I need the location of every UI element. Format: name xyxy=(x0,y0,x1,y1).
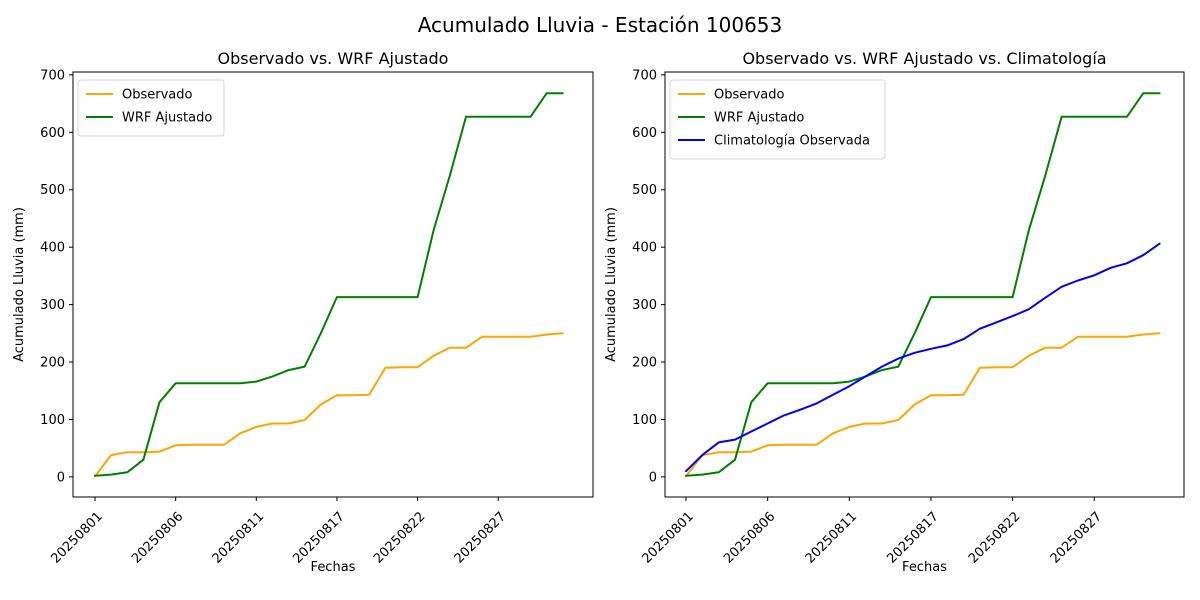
y-axis-tick-label: 400 xyxy=(40,241,65,256)
legend-label: Observado xyxy=(122,88,193,103)
legend-label: Observado xyxy=(714,88,785,103)
y-axis-tick-label: 200 xyxy=(40,356,65,371)
x-axis-label: Fechas xyxy=(902,560,947,575)
x-axis-tick-label: 20250801 xyxy=(48,509,105,566)
y-axis-tick-label: 600 xyxy=(40,126,65,141)
subplot-title: Observado vs. WRF Ajustado vs. Climatolo… xyxy=(742,49,1106,68)
series-line-climatolog-a-observada xyxy=(685,242,1161,473)
x-axis-tick-label: 20250817 xyxy=(884,509,941,566)
y-axis-tick-label: 500 xyxy=(40,183,65,198)
y-axis-label: Acumulado Lluvia (mm) xyxy=(604,207,619,362)
y-axis-tick-label: 700 xyxy=(40,68,65,83)
plot-frame xyxy=(72,71,594,498)
x-axis-tick-label: 20250827 xyxy=(1048,509,1105,566)
y-axis-tick-label: 100 xyxy=(40,413,65,428)
legend-label: WRF Ajustado xyxy=(122,111,212,126)
y-axis-tick-label: 300 xyxy=(632,298,657,313)
x-axis-tick-label: 20250806 xyxy=(129,509,186,566)
y-axis-tick-label: 600 xyxy=(632,126,657,141)
y-axis-tick-label: 200 xyxy=(632,356,657,371)
y-axis-tick-label: 700 xyxy=(632,68,657,83)
figure-title: Acumulado Lluvia - Estación 100653 xyxy=(418,13,783,37)
legend: Observado WRF Ajustado xyxy=(77,79,225,137)
x-axis-tick-label: 20250827 xyxy=(452,509,509,566)
x-axis-tick-label: 20250817 xyxy=(290,509,347,566)
y-axis-tick-label: 0 xyxy=(57,470,65,485)
legend-label: Climatología Observada xyxy=(714,134,870,149)
y-axis-tick-label: 500 xyxy=(632,183,657,198)
legend-label: WRF Ajustado xyxy=(714,111,804,126)
x-axis-tick-label: 20250811 xyxy=(803,509,860,566)
x-axis-tick-label: 20250822 xyxy=(966,509,1023,566)
series-line-observado xyxy=(94,332,564,478)
y-axis-tick-label: 0 xyxy=(649,470,657,485)
y-axis-label: Acumulado Lluvia (mm) xyxy=(12,207,27,362)
legend: Observado WRF Ajustado Climatología Observ… xyxy=(669,79,886,160)
subplot-observado-vs-wrf-vs-climatologia: 0 100 200 300 400 500 600 700 20250801 20250806 20… xyxy=(604,49,1185,575)
x-axis-tick-label: 20250806 xyxy=(721,509,778,566)
legend-box xyxy=(77,79,225,137)
x-axis-tick-label: 20250801 xyxy=(639,509,696,566)
subplot-observado-vs-wrf: 0 100 200 300 400 500 600 700 20250801 20250806 20… xyxy=(12,49,594,575)
series-line-wrf-ajustado xyxy=(685,92,1161,477)
x-axis-label: Fechas xyxy=(311,560,356,575)
x-axis-tick-label: 20250811 xyxy=(210,509,267,566)
subplot-title: Observado vs. WRF Ajustado xyxy=(218,49,449,68)
y-axis-tick-label: 300 xyxy=(40,298,65,313)
y-axis-tick-label: 100 xyxy=(632,413,657,428)
y-axis-tick-label: 400 xyxy=(632,241,657,256)
series-line-observado xyxy=(685,332,1161,478)
x-axis-tick-label: 20250822 xyxy=(371,509,428,566)
legend-box xyxy=(669,79,886,160)
plot-frame xyxy=(664,71,1185,498)
series-line-wrf-ajustado xyxy=(94,92,564,477)
